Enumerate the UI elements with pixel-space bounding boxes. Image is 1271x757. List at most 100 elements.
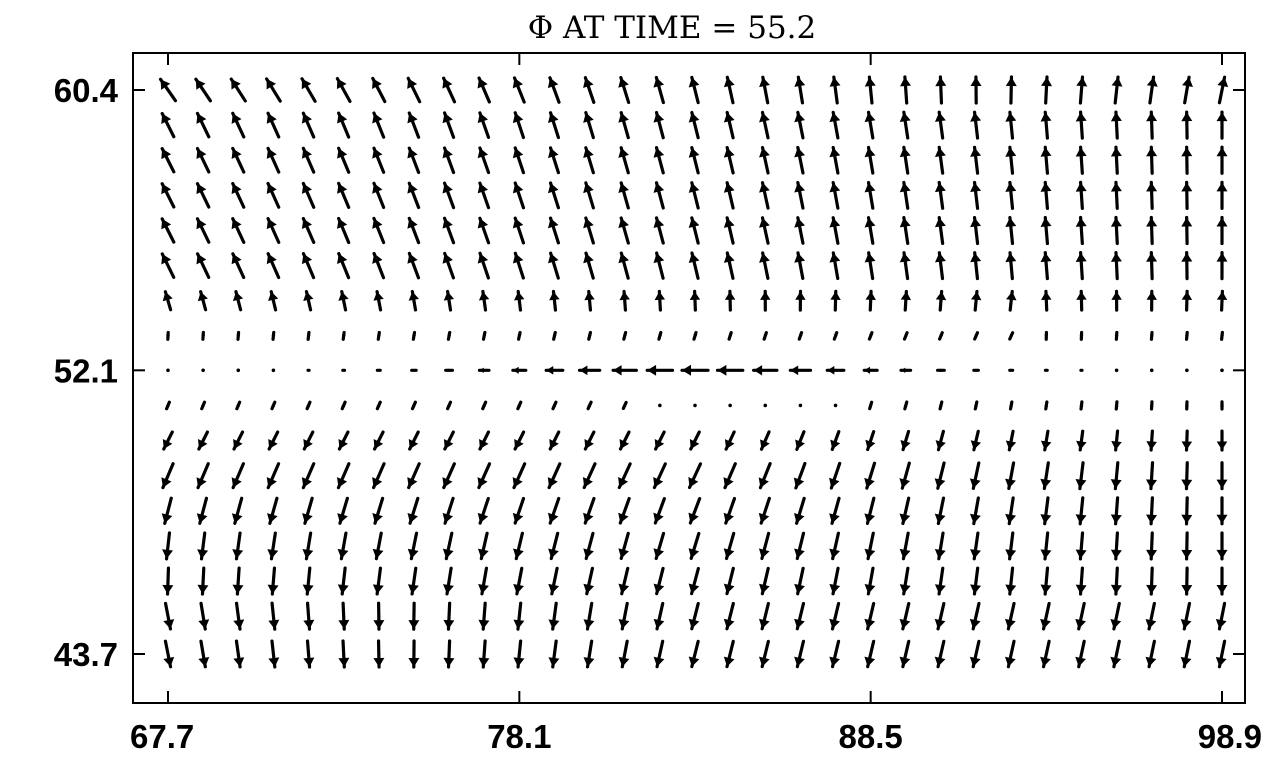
- vector-arrow: [232, 430, 245, 451]
- vector-arrow: [723, 251, 735, 280]
- vector-arrow: [794, 216, 806, 245]
- vector-arrow: [197, 430, 209, 451]
- vector-arrow: [587, 330, 593, 341]
- vector-arrow: [899, 531, 911, 561]
- vector-arrow: [514, 289, 525, 312]
- vector-arrow: [1110, 531, 1122, 561]
- vector-arrow: [759, 110, 770, 140]
- vector-arrow: [1004, 639, 1016, 669]
- vector-arrow: [1181, 251, 1193, 281]
- vector-arrow: [829, 531, 841, 561]
- vector-arrow: [549, 289, 560, 312]
- vector-arrow: [1005, 461, 1016, 491]
- vector-arrow: [864, 566, 876, 596]
- vector-arrow: [900, 75, 912, 105]
- vector-arrow: [376, 330, 381, 341]
- vector-arrow: [903, 400, 909, 411]
- vector-arrow: [335, 77, 352, 103]
- vector-arrow: [407, 181, 421, 210]
- vector-arrow: [1181, 180, 1193, 210]
- vector-arrow: [622, 330, 628, 341]
- vector-arrow: [829, 601, 841, 631]
- vector-arrow: [862, 366, 879, 374]
- vector-arrow: [548, 216, 560, 245]
- vector-arrow: [1181, 566, 1193, 596]
- vector-arrow: [1005, 110, 1017, 140]
- vector-arrow: [162, 290, 173, 312]
- vector-arrow: [233, 601, 245, 631]
- vector-arrow: [1040, 461, 1052, 491]
- vector-arrow: [442, 251, 456, 280]
- vector-arrow: [1075, 251, 1087, 281]
- vector-arrow: [266, 252, 281, 280]
- vector-arrow: [372, 430, 385, 451]
- vector-arrow: [231, 111, 246, 139]
- vector-arrow: [1075, 461, 1087, 491]
- vector-arrow: [793, 461, 807, 490]
- vector-arrow: [266, 111, 281, 139]
- vector-arrow: [1184, 330, 1189, 341]
- vector-arrow: [477, 76, 491, 104]
- vector-arrow: [303, 601, 315, 631]
- vector-arrow: [1146, 251, 1158, 281]
- vector-arrow: [724, 289, 736, 312]
- vector-arrow: [162, 430, 174, 451]
- vector-arrow: [1180, 639, 1192, 669]
- vector-arrow: [899, 145, 911, 175]
- vector-arrow: [829, 251, 841, 281]
- vector-arrow: [900, 289, 912, 312]
- vector-arrow: [934, 496, 946, 526]
- vector-arrow: [547, 76, 561, 104]
- vector-arrow: [723, 496, 737, 525]
- vector-arrow: [1216, 215, 1228, 246]
- vector-arrow: [442, 216, 456, 245]
- vector-arrow: [407, 251, 421, 280]
- vector-arrow: [478, 601, 490, 631]
- vector-arrow: [196, 496, 209, 525]
- vector-arrow: [1181, 496, 1193, 526]
- vector-arrow: [973, 331, 980, 341]
- vector-arrow: [1075, 601, 1087, 631]
- vector-arrow: [1076, 75, 1088, 105]
- vector-arrow: [341, 330, 346, 341]
- vector-arrow: [795, 430, 806, 451]
- vector-arrow: [760, 289, 771, 312]
- vector-arrow: [1004, 601, 1016, 631]
- vector-arrow: [864, 180, 876, 210]
- vector-arrow: [1075, 496, 1087, 526]
- vector-arrow: [1041, 289, 1052, 312]
- vector-arrow: [336, 462, 351, 490]
- vector-arrow: [1182, 75, 1193, 105]
- vector-arrow: [511, 366, 528, 374]
- vector-arrow: [271, 368, 276, 373]
- vector-arrow: [338, 601, 350, 631]
- vector-arrow: [1216, 496, 1228, 526]
- vector-arrow: [715, 364, 745, 376]
- vector-arrow: [794, 110, 806, 140]
- vector-arrow: [1216, 461, 1228, 491]
- vector-arrow: [611, 365, 638, 376]
- vector-arrow: [306, 330, 311, 341]
- vector-arrow: [372, 181, 386, 210]
- vector-arrow: [935, 289, 947, 312]
- vector-arrow: [372, 216, 386, 245]
- vector-arrow: [407, 216, 421, 245]
- vector-arrow: [794, 531, 806, 561]
- vector-arrow: [302, 566, 314, 596]
- vector-arrow: [653, 110, 665, 140]
- vector-arrow: [1005, 251, 1017, 281]
- vector-arrow: [864, 251, 876, 281]
- vector-arrow: [723, 566, 735, 596]
- vector-arrow: [970, 215, 982, 246]
- vector-arrow: [969, 461, 981, 490]
- vector-arrow: [301, 146, 316, 174]
- vector-arrow: [548, 601, 560, 631]
- vector-arrow: [1181, 429, 1193, 452]
- vector-arrow: [337, 531, 349, 561]
- vector-arrow: [443, 289, 455, 312]
- vector-arrow: [235, 400, 242, 411]
- vector-arrow: [829, 566, 841, 596]
- vector-arrow: [552, 330, 557, 341]
- vector-arrow: [1146, 566, 1158, 596]
- vector-arrow: [1216, 145, 1228, 175]
